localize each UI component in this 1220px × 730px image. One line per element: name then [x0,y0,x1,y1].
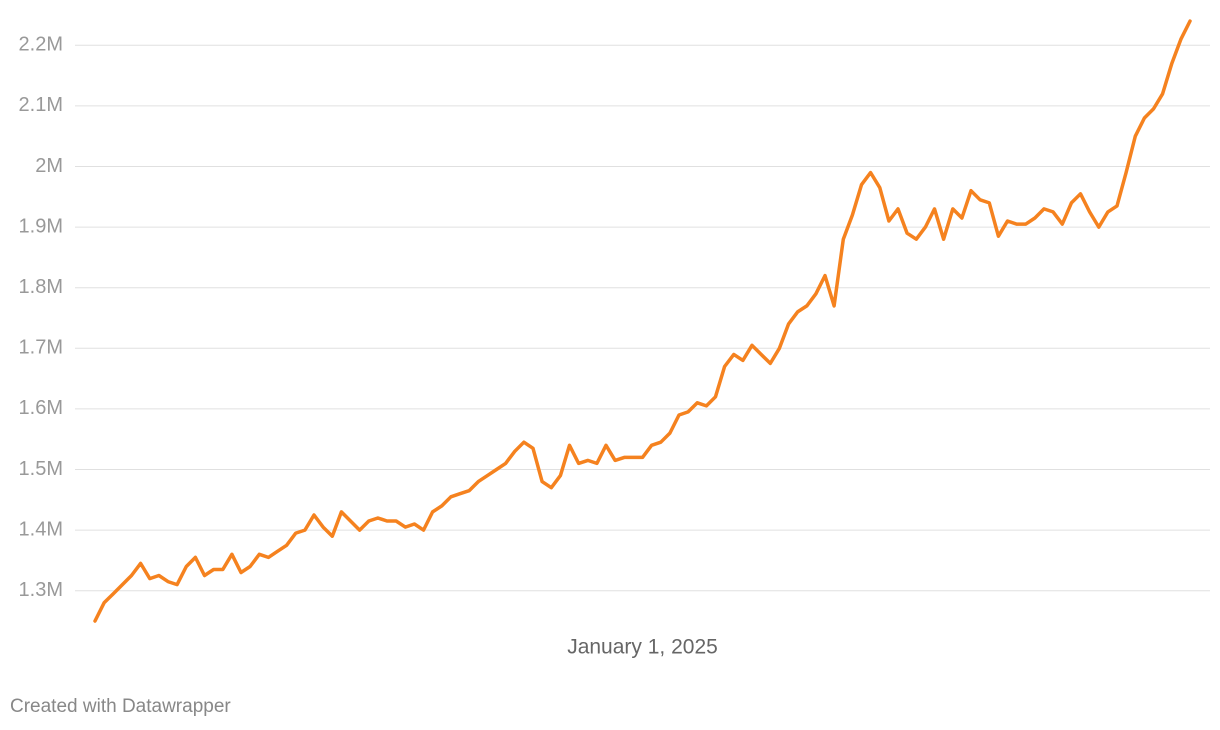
y-tick-label: 1.3M [19,579,63,601]
y-tick-label: 1.6M [19,397,63,419]
y-tick-label: 2.1M [19,94,63,116]
x-tick-label: January 1, 2025 [567,636,718,659]
y-tick-label: 2.2M [19,34,63,56]
y-tick-label: 1.7M [19,337,63,359]
line-series [93,19,1192,623]
y-tick-label: 1.8M [19,276,63,298]
y-tick-label: 1.5M [19,458,63,480]
y-tick-label: 1.9M [19,215,63,237]
caption: Created with Datawrapper [10,696,231,717]
y-tick-label: 2M [35,155,63,177]
y-tick-label: 1.4M [19,518,63,540]
